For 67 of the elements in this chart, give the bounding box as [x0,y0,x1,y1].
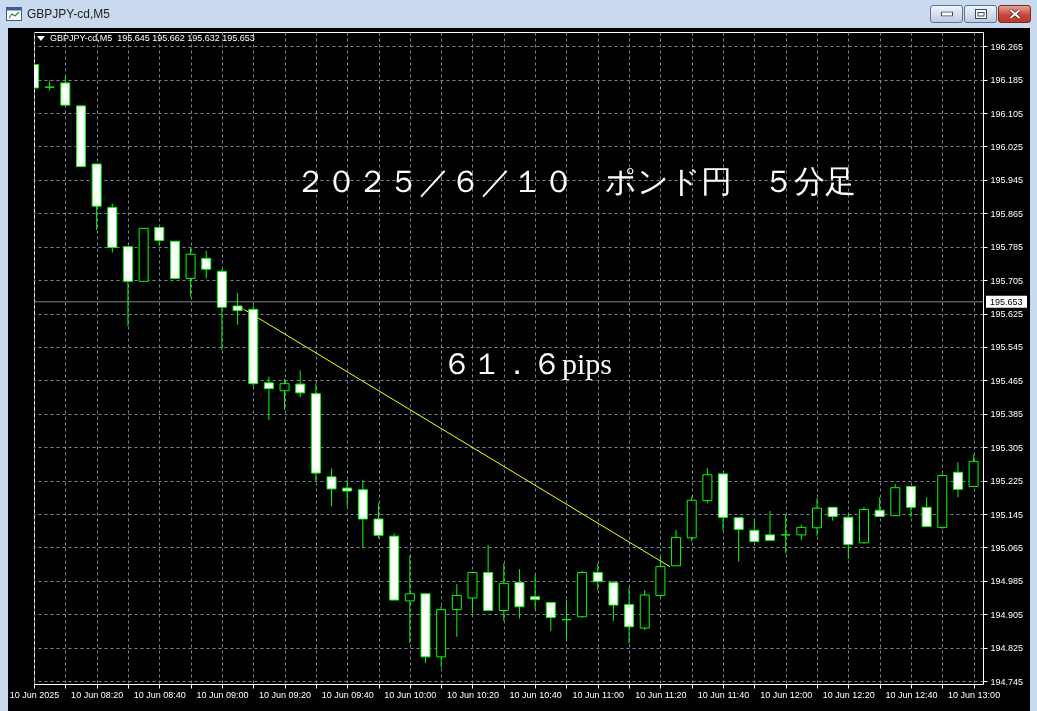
candlestick [905,485,916,518]
y-tick-label: 194.825 [990,643,1024,654]
y-tick-label: 195.545 [990,342,1024,353]
x-tick-label: 10 Jun 2025 [9,689,60,700]
candlestick [952,461,963,498]
annotation: ６１．６pips [441,347,613,380]
x-tick-label: 10 Jun 10:20 [446,689,500,700]
x-tick-label: 10 Jun 08:40 [133,689,186,700]
candlestick [921,496,932,528]
y-tick-label: 196.185 [990,75,1024,86]
x-tick-label: 10 Jun 12:20 [822,689,875,700]
x-tick-label: 10 Jun 11:00 [572,689,624,700]
x-tick-label: 10 Jun 09:00 [196,689,249,700]
y-tick-label: 196.105 [990,108,1024,119]
x-tick-label: 10 Jun 08:20 [71,689,124,700]
y-tick-label: 195.625 [990,309,1024,320]
y-tick-label: 195.465 [990,375,1024,386]
candlestick [608,580,619,622]
y-tick-label: 195.385 [990,409,1024,420]
candlestick [530,574,541,610]
candlestick [342,479,353,507]
candlestick [592,562,603,591]
candlestick [60,76,71,107]
candlestick [812,497,822,537]
candlestick [545,602,556,632]
x-tick-label: 10 Jun 12:40 [885,689,938,700]
y-tick-label: 195.705 [990,275,1024,286]
candlestick [451,583,462,638]
chart-subtitle: GBPJPY-cd,M5 195.645 195.662 195.632 195.653 [50,33,255,44]
y-tick-label: 195.785 [990,242,1024,253]
annotation: ２０２５／６／１０ ポンド円 ５分足 [294,164,856,199]
candlestick [404,554,415,644]
chart-title: GBPJPY-cd,M5 [27,7,110,21]
candlestick [326,467,337,507]
candlestick [765,510,776,541]
x-tick-label: 10 Jun 10:00 [384,689,437,700]
candlestick [624,587,635,644]
candlestick [201,250,212,279]
y-tick-label: 194.905 [990,609,1024,620]
x-tick-label: 10 Jun 09:20 [259,689,312,700]
y-tick-label: 195.865 [990,208,1024,219]
y-tick-label: 196.025 [990,141,1024,152]
y-tick-label: 194.985 [990,576,1024,587]
x-tick-label: 10 Jun 10:40 [509,689,562,700]
candlestick [874,496,885,518]
candlestick [295,369,306,398]
y-tick-label: 195.305 [990,442,1024,453]
ref-line-label: 195.653 [990,296,1023,307]
x-tick-label: 10 Jun 09:40 [321,689,374,700]
candlestick [263,376,274,421]
x-tick-label: 10 Jun 12:00 [760,689,813,700]
y-tick-label: 195.225 [990,476,1024,487]
y-tick-label: 195.145 [990,509,1024,520]
x-tick-label: 10 Jun 11:20 [635,689,687,700]
candlestick [373,502,384,539]
candlestick [154,226,165,247]
y-tick-label: 195.065 [990,542,1024,553]
candlestick [232,292,243,326]
y-tick-label: 194.745 [990,676,1024,687]
y-tick-label: 195.945 [990,175,1024,186]
y-tick-label: 196.265 [990,41,1024,52]
candlestick [733,517,744,563]
candlestick [279,378,290,411]
candlestick [780,513,791,554]
candlestick [749,518,760,543]
x-tick-label: 10 Jun 11:40 [697,689,750,700]
x-tick-label: 10 Jun 13:00 [948,689,1001,700]
